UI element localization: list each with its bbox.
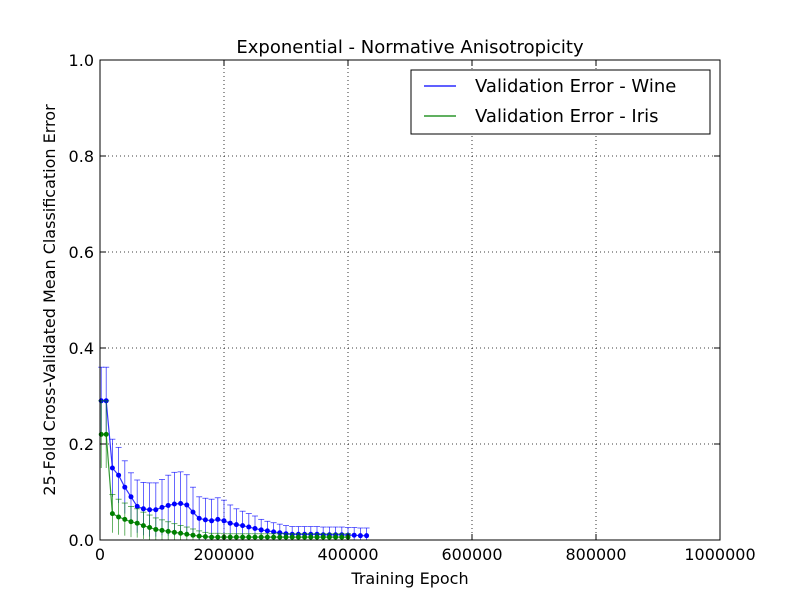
data-point (258, 534, 264, 540)
data-point (252, 525, 258, 531)
data-point (178, 530, 184, 536)
y-tick-label: 0.2 (69, 435, 94, 454)
data-point (122, 516, 128, 522)
data-point (184, 502, 190, 508)
data-point (215, 516, 221, 522)
data-point (178, 501, 184, 507)
y-axis-label: 25-Fold Cross-Validated Mean Classificat… (40, 104, 59, 496)
data-point (109, 511, 115, 517)
data-point (153, 526, 159, 532)
data-point (140, 506, 146, 512)
data-point (246, 534, 252, 540)
data-point (196, 533, 202, 539)
x-tick-label: 200000 (193, 545, 254, 564)
data-point (277, 534, 283, 540)
x-tick-label: 0 (95, 545, 105, 564)
legend: Validation Error - Wine Validation Error… (410, 69, 711, 135)
data-point (147, 525, 153, 531)
data-point (190, 509, 196, 515)
data-point (227, 520, 233, 526)
y-tick-label: 0.4 (69, 339, 94, 358)
data-point (227, 534, 233, 540)
grid-lines (100, 60, 720, 540)
data-point (140, 523, 146, 529)
data-point (134, 520, 140, 526)
data-point (221, 518, 227, 524)
y-tick-label: 0.6 (69, 243, 94, 262)
data-point (103, 431, 109, 437)
data-point (326, 534, 332, 540)
data-point (240, 534, 246, 540)
data-point (134, 503, 140, 509)
legend-label-wine: Validation Error - Wine (475, 76, 676, 97)
data-point (147, 507, 153, 513)
data-point (233, 534, 239, 540)
data-point (271, 529, 277, 535)
data-point (308, 534, 314, 540)
data-point (209, 534, 215, 540)
data-point (314, 534, 320, 540)
data-point (351, 532, 357, 538)
data-point (258, 527, 264, 533)
data-point (116, 472, 122, 478)
x-tick-label: 800000 (565, 545, 626, 564)
data-point (190, 532, 196, 538)
chart-title: Exponential - Normative Anisotropicity (236, 37, 584, 58)
data-point (165, 528, 171, 534)
data-point (171, 529, 177, 535)
series-layer (98, 366, 370, 540)
data-point (283, 534, 289, 540)
data-point (357, 533, 363, 539)
data-point (333, 534, 339, 540)
data-point (122, 484, 128, 490)
data-point (202, 534, 208, 540)
data-point (116, 514, 122, 520)
data-point (246, 524, 252, 530)
data-point (289, 534, 295, 540)
data-point (233, 522, 239, 528)
data-point (184, 531, 190, 537)
data-point (109, 465, 115, 471)
legend-label-iris: Validation Error - Iris (475, 106, 659, 127)
data-point (128, 519, 134, 525)
data-point (252, 534, 258, 540)
data-point (209, 518, 215, 524)
data-point (240, 523, 246, 529)
x-tick-label: 600000 (441, 545, 502, 564)
x-axis-label: Training Epoch (350, 569, 468, 588)
data-point (159, 504, 165, 510)
data-point (364, 533, 370, 539)
data-point (128, 494, 134, 500)
data-point (165, 502, 171, 508)
x-tick-label: 400000 (317, 545, 378, 564)
data-point (264, 528, 270, 534)
data-point (264, 534, 270, 540)
data-point (339, 534, 345, 540)
series-iris (98, 400, 351, 540)
data-point (159, 527, 165, 533)
data-point (215, 534, 221, 540)
data-point (196, 515, 202, 521)
data-point (302, 534, 308, 540)
data-point (153, 507, 159, 513)
x-tick-label: 1000000 (684, 545, 755, 564)
series-wine (98, 366, 370, 540)
data-point (295, 534, 301, 540)
y-tick-label: 0.8 (69, 147, 94, 166)
y-tick-label: 0.0 (69, 531, 94, 550)
data-point (202, 517, 208, 523)
data-point (171, 501, 177, 507)
data-point (320, 534, 326, 540)
y-tick-label: 1.0 (69, 51, 94, 70)
data-point (271, 534, 277, 540)
plot-frame (99, 59, 721, 541)
legend-box (410, 69, 711, 135)
